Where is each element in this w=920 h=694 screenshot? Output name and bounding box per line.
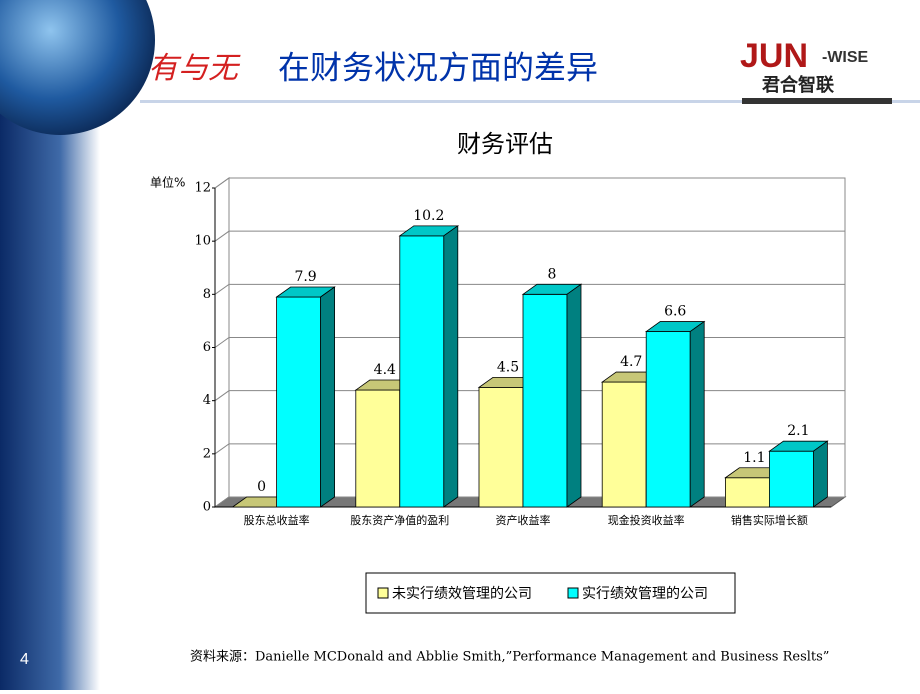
- legend-box: [365, 572, 736, 614]
- data-label: 1.1: [743, 450, 765, 466]
- title-prefix: 有与无: [148, 51, 241, 86]
- logo-main: JUN: [740, 37, 808, 75]
- globe: [0, 0, 155, 135]
- bar-front: [522, 293, 568, 508]
- logo-cn: 君合智联: [762, 74, 834, 96]
- x-tick-label: 销售实际增长额: [731, 513, 808, 527]
- slide-title: 在财务状况方面的差异: [278, 49, 598, 87]
- title-rule: [140, 100, 920, 103]
- y-tick-label: 4: [203, 393, 211, 408]
- data-label: 10.2: [413, 208, 444, 224]
- grid-line: [214, 283, 845, 295]
- bar-side: [689, 320, 705, 508]
- x-tick-label: 资产收益率: [496, 513, 551, 527]
- grid-line: [214, 177, 845, 189]
- bar-side: [566, 283, 582, 508]
- bar: [644, 320, 706, 508]
- logo-bar: [742, 98, 892, 104]
- y-tick-label: 12: [194, 181, 211, 196]
- data-label: 4.4: [374, 362, 396, 378]
- legend-swatch: [377, 587, 389, 599]
- x-tick-label: 现金投资收益率: [608, 513, 685, 527]
- bar-front: [399, 235, 445, 508]
- bar: [398, 225, 460, 508]
- y-tick-label: 0: [203, 500, 211, 515]
- page-number: 4: [20, 651, 29, 668]
- legend-label: 实行绩效管理的公司: [582, 586, 708, 602]
- bar-front: [601, 381, 647, 508]
- data-label: 7.9: [294, 269, 316, 285]
- bar-front: [645, 331, 691, 508]
- grid-line: [214, 230, 845, 242]
- y-tick-label: 8: [203, 287, 211, 302]
- bar-front: [276, 296, 322, 508]
- bar: [275, 286, 336, 508]
- legend-label: 未实行绩效管理的公司: [392, 586, 532, 602]
- bar: [521, 283, 583, 508]
- y-tick-label: 2: [203, 446, 211, 461]
- y-tick-label: 10: [194, 234, 211, 249]
- chart: 0 2 4 6 8 10 12 股东总收益率 0 7.9 股东资产净值的盈利 4.4 10.2 资产收益率…: [194, 177, 847, 614]
- bar-front: [478, 386, 524, 508]
- bar-front: [769, 450, 814, 508]
- data-label: 8: [548, 266, 557, 282]
- data-label: 0: [257, 479, 266, 495]
- bar-side: [443, 225, 459, 508]
- data-label: 4.5: [497, 359, 519, 375]
- data-label: 2.1: [787, 423, 809, 439]
- x-tick-label: 股东资产净值的盈利: [350, 513, 449, 527]
- bar: [768, 440, 829, 508]
- data-label: 4.7: [620, 354, 642, 370]
- y-tick-label: 6: [203, 340, 211, 355]
- legend-swatch: [567, 587, 579, 599]
- source-note: 资料来源：Danielle MCDonald and Abblie Smith,…: [190, 650, 829, 665]
- side-stripe: [0, 100, 100, 690]
- y-axis-label: 单位%: [150, 175, 185, 190]
- x-tick-label: 股东总收益率: [244, 513, 310, 527]
- bar-front: [725, 477, 770, 508]
- data-label: 6.6: [664, 304, 686, 320]
- logo-suffix: -WISE: [822, 49, 869, 66]
- bar-side: [320, 286, 336, 508]
- bar-front: [355, 389, 401, 508]
- grid-line: [214, 337, 845, 348]
- bar-side: [813, 440, 828, 508]
- chart-title: 财务评估: [457, 130, 553, 158]
